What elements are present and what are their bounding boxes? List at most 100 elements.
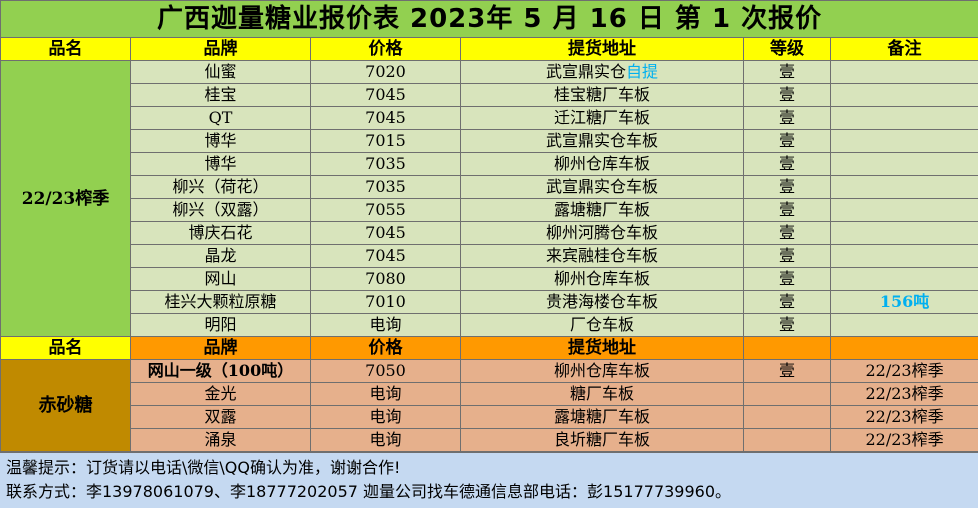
brand-cell: 明阳 [130, 313, 311, 337]
price-cell: 7020 [310, 60, 461, 84]
grade-cell: 壹 [743, 106, 831, 130]
category-cell: 赤砂糖 [0, 359, 131, 452]
remark-cell [829, 244, 978, 268]
price-cell: 7015 [310, 129, 461, 153]
remark-cell [829, 129, 978, 153]
brand-cell: 柳兴（荷花） [130, 175, 311, 199]
footer-tip: 温馨提示：订货请以电话\微信\QQ确认为准，谢谢合作! [6, 458, 401, 477]
price-cell: 7055 [310, 198, 461, 222]
remark-cell: 22/23榨季 [829, 382, 978, 406]
table-row: 柳兴（双露） 7055 露塘糖厂车板 壹 [1, 198, 978, 222]
location-cell: 桂宝糖厂车板 [460, 83, 744, 107]
grade-cell: 壹 [743, 198, 831, 222]
header-location: 提货地址 [460, 336, 744, 360]
brand-cell: 仙蜜 [130, 60, 311, 84]
location-extra-text: 自提 [626, 62, 659, 81]
remark-cell [829, 152, 978, 176]
remark-cell [829, 106, 978, 130]
grade-cell [743, 382, 831, 406]
location-cell: 柳州仓库车板 [460, 267, 744, 291]
remark-cell: 22/23榨季 [829, 428, 978, 452]
remark-cell [829, 221, 978, 245]
grade-cell: 壹 [743, 129, 831, 153]
category-cell: 22/23榨季 [0, 60, 131, 337]
header-price: 价格 [310, 336, 461, 360]
header-row: 品名 品牌 价格 提货地址 等级 备注 [0, 37, 978, 61]
table-row: 金光 电询 糖厂车板 22/23榨季 [1, 382, 978, 406]
grade-cell: 壹 [743, 152, 831, 176]
footer-contact: 联系方式：李13978061079、李18777202057 迦量公司找车德通信… [6, 482, 732, 501]
brand-cell: 双露 [130, 405, 311, 429]
grade-cell: 壹 [743, 290, 831, 314]
price-cell: 7080 [310, 267, 461, 291]
price-cell: 7035 [310, 175, 461, 199]
table-row: QT 7045 迁江糖厂车板 壹 [1, 106, 978, 130]
location-cell: 厂仓车板 [460, 313, 744, 337]
brand-cell: 网山一级（100吨） [130, 359, 311, 383]
table-row: 双露 电询 露塘糖厂车板 22/23榨季 [1, 405, 978, 429]
location-cell: 柳州河腾仓车板 [460, 221, 744, 245]
price-table: 广西迦量糖业报价表 2023年 5 月 16 日 第 1 次报价 品名 品牌 价… [0, 0, 978, 452]
grade-cell: 壹 [743, 359, 831, 383]
brand-cell: 金光 [130, 382, 311, 406]
table-row: 博华 7035 柳州仓库车板 壹 [1, 152, 978, 176]
price-cell: 7045 [310, 221, 461, 245]
location-text: 武宣鼎实仓 [545, 62, 626, 81]
remark-cell [829, 198, 978, 222]
grade-cell: 壹 [743, 60, 831, 84]
header-category: 品名 [0, 336, 131, 360]
table-row: 博华 7015 武宣鼎实仓车板 壹 [1, 129, 978, 153]
location-cell: 露塘糖厂车板 [460, 198, 744, 222]
table-row: 涌泉 电询 良圻糖厂车板 22/23榨季 [1, 428, 978, 452]
grade-cell: 壹 [743, 244, 831, 268]
brand-cell: 晶龙 [130, 244, 311, 268]
price-cell: 7010 [310, 290, 461, 314]
remark-cell: 22/23榨季 [829, 359, 978, 383]
header-grade [743, 336, 831, 360]
brand-cell: QT [130, 106, 311, 130]
brand-cell: 博华 [130, 129, 311, 153]
grade-cell: 壹 [743, 221, 831, 245]
location-cell: 柳州仓库车板 [460, 152, 744, 176]
price-cell: 电询 [310, 405, 461, 429]
brand-cell: 桂兴大颗粒原糖 [130, 290, 311, 314]
table-row: 桂兴大颗粒原糖 7010 贵港海楼仓车板 壹 156吨 [1, 290, 978, 314]
table-row: 博庆石花 7045 柳州河腾仓车板 壹 [1, 221, 978, 245]
location-cell: 柳州仓库车板 [460, 359, 744, 383]
grade-cell: 壹 [743, 175, 831, 199]
price-cell: 电询 [310, 428, 461, 452]
grade-cell: 壹 [743, 83, 831, 107]
brand-cell: 网山 [130, 267, 311, 291]
table-row: 桂宝 7045 桂宝糖厂车板 壹 [1, 83, 978, 107]
table-row: 22/23榨季 仙蜜 7020 武宣鼎实仓自提 壹 [0, 60, 978, 337]
title-row: 广西迦量糖业报价表 2023年 5 月 16 日 第 1 次报价 [0, 0, 978, 38]
header-price: 价格 [310, 37, 461, 61]
table-row: 明阳 电询 厂仓车板 壹 [1, 313, 978, 337]
location-cell: 武宣鼎实仓车板 [460, 129, 744, 153]
brand-cell: 桂宝 [130, 83, 311, 107]
header-brand: 品牌 [130, 37, 311, 61]
header-remark: 备注 [829, 37, 978, 61]
header-row: 品名 品牌 价格 提货地址 [0, 336, 978, 360]
grade-cell [743, 428, 831, 452]
remark-cell [829, 267, 978, 291]
remark-cell [829, 313, 978, 337]
remark-cell: 22/23榨季 [829, 405, 978, 429]
table-row: 柳兴（荷花） 7035 武宣鼎实仓车板 壹 [1, 175, 978, 199]
table-row: 赤砂糖 网山一级（100吨） 7050 柳州仓库车板 壹 22/23榨季 [0, 359, 978, 452]
brand-cell: 柳兴（双露） [130, 198, 311, 222]
table-row: 晶龙 7045 来宾融桂仓车板 壹 [1, 244, 978, 268]
grade-cell [743, 405, 831, 429]
price-cell: 7035 [310, 152, 461, 176]
table-row: 网山 7080 柳州仓库车板 壹 [1, 267, 978, 291]
location-cell: 露塘糖厂车板 [460, 405, 744, 429]
location-cell: 良圻糖厂车板 [460, 428, 744, 452]
brand-cell: 博华 [130, 152, 311, 176]
header-remark [829, 336, 978, 360]
remark-cell [829, 60, 978, 84]
brand-cell: 博庆石花 [130, 221, 311, 245]
header-brand: 品牌 [130, 336, 311, 360]
remark-cell: 156吨 [829, 290, 978, 314]
price-cell: 7045 [310, 83, 461, 107]
